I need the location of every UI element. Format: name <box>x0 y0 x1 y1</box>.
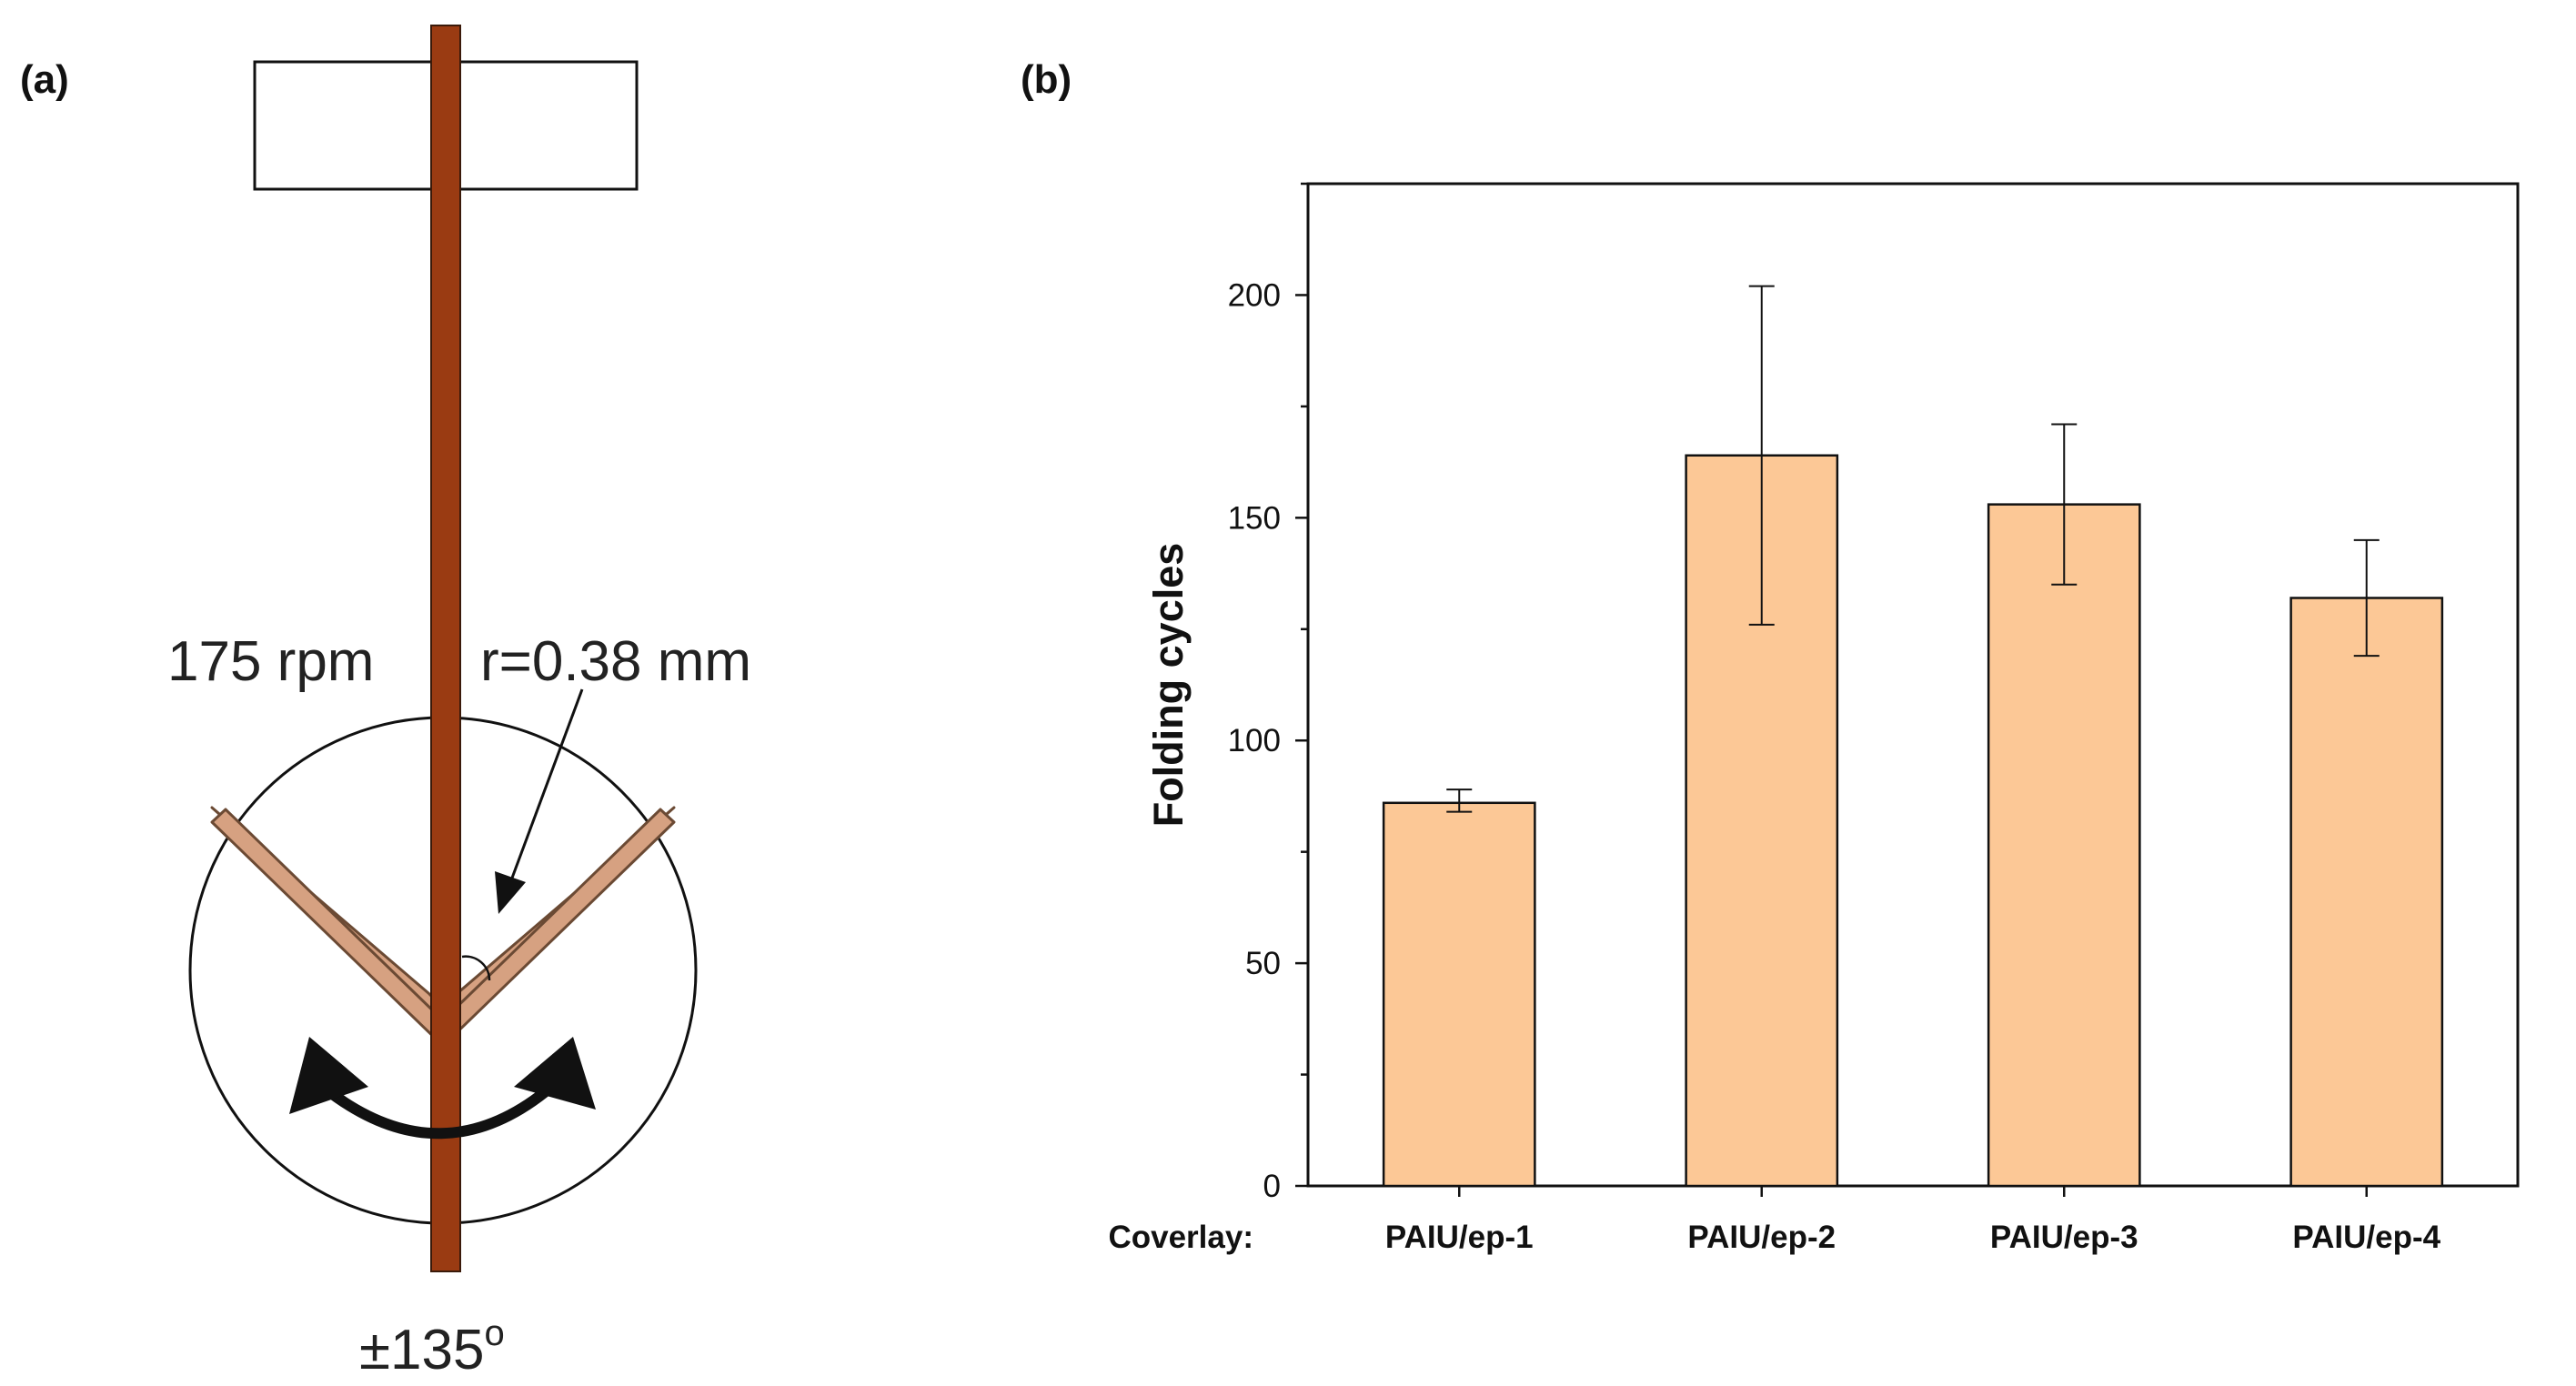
x-axis: PAIU/ep-1 PAIU/ep-2 PAIU/ep-3 PAIU/ep-4 <box>1385 1186 2441 1255</box>
panel-a: (a) 175 rpm r=0.38 mm ±135o <box>20 25 751 1381</box>
radius-label: r=0.38 mm <box>480 630 751 693</box>
x-axis-prefix: Coverlay: <box>1108 1220 1253 1255</box>
bars-layer <box>1382 454 2444 1188</box>
angle-value: ±135 <box>359 1319 484 1381</box>
speed-label: 175 rpm <box>167 630 374 693</box>
bar-1 <box>1382 801 1536 1188</box>
rotation-arc <box>317 1077 562 1140</box>
bar-chart: 0 50 100 150 200 PAIU/ep-1 PAIU/ep-2 PAIU/ep-3… <box>1108 182 2520 1255</box>
specimen-rod <box>430 25 461 1272</box>
y-tick-label-200: 200 <box>1228 277 1281 313</box>
y-tick-label-0: 0 <box>1263 1169 1281 1204</box>
x-tick-label-2: PAIU/ep-2 <box>1687 1220 1836 1255</box>
y-tick-label-150: 150 <box>1228 500 1281 536</box>
x-tick-label-3: PAIU/ep-3 <box>1990 1220 2138 1255</box>
angle-label: ±135o <box>359 1313 505 1381</box>
panel-b-label: (b) <box>1021 57 1072 102</box>
radius-pointer-line <box>509 688 584 881</box>
rotation-arrow-left-icon <box>289 1037 368 1114</box>
y-axis: 0 50 100 150 200 <box>1228 182 1308 1204</box>
bend-radius-arc <box>461 955 491 981</box>
x-tick-label-1: PAIU/ep-1 <box>1385 1220 1534 1255</box>
y-axis-title: Folding cycles <box>1145 543 1192 828</box>
panel-a-label: (a) <box>20 57 69 102</box>
rotation-arrow-right-icon <box>514 1037 596 1110</box>
error-bars-layer <box>1446 285 2380 813</box>
radius-pointer-head-icon <box>495 871 526 914</box>
y-tick-label-100: 100 <box>1228 723 1281 758</box>
x-tick-label-4: PAIU/ep-4 <box>2292 1220 2440 1255</box>
angle-unit: o <box>484 1313 504 1353</box>
plot-frame <box>1306 182 2520 1188</box>
y-tick-label-50: 50 <box>1245 946 1281 981</box>
bar-4 <box>2289 597 2444 1188</box>
bar-3 <box>1987 503 2141 1188</box>
